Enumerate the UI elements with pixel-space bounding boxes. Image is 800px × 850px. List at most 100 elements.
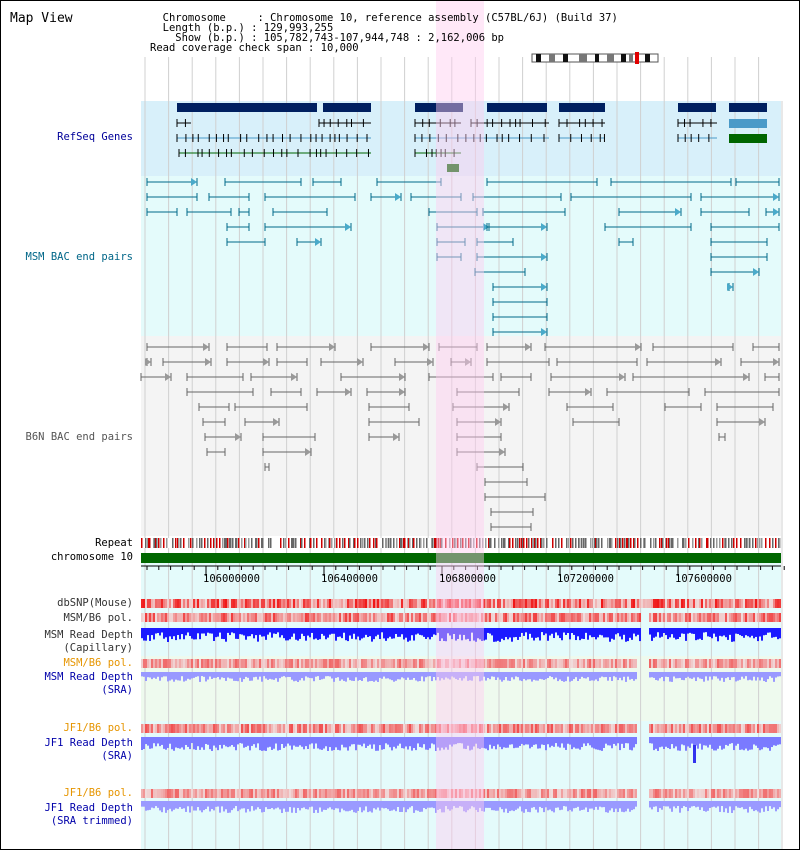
read-depth-bar: [335, 672, 337, 678]
variant-density-mark: [521, 789, 523, 798]
variant-density-mark: [443, 724, 445, 733]
read-depth-bar: [485, 672, 487, 681]
msm-bac-end-pairs-label[interactable]: MSM BAC end pairs: [25, 251, 133, 263]
read-depth-bar: [215, 672, 217, 678]
read-depth-bar: [701, 801, 703, 808]
read-depth-bar: [153, 628, 155, 640]
read-depth-bar: [729, 672, 731, 680]
read-depth-bar: [141, 737, 143, 750]
read-depth-bar: [611, 801, 613, 809]
read-depth-bar: [185, 628, 187, 636]
b6n-bac-end-pairs-label[interactable]: B6N BAC end pairs: [25, 431, 133, 443]
bac-arrow: [165, 373, 171, 381]
variant-density-mark: [435, 724, 437, 733]
variant-density-mark: [355, 659, 357, 668]
repeat-mark: [222, 538, 224, 548]
read-depth-bar: [223, 737, 225, 745]
repeat-mark: [163, 538, 165, 548]
variant-density-mark: [205, 789, 207, 798]
read-depth-bar: [735, 672, 737, 682]
variant-density-mark: [217, 599, 219, 608]
repeat-mark: [490, 538, 492, 548]
read-depth-bar: [493, 737, 495, 747]
read-depth-bar: [231, 672, 233, 679]
variant-density-mark: [555, 724, 557, 733]
repeat-mark: [382, 538, 384, 548]
read-depth-bar: [277, 801, 279, 808]
variant-density-mark: [313, 599, 315, 608]
variant-density-mark: [685, 599, 687, 608]
variant-density-mark: [171, 599, 173, 608]
variant-density-mark: [263, 599, 265, 608]
read-depth-bar: [383, 672, 385, 677]
variant-density-mark: [573, 724, 575, 733]
variant-density-mark: [207, 659, 209, 668]
variant-density-mark: [703, 789, 705, 798]
read-depth-bar: [407, 737, 409, 750]
variant-density-mark: [303, 789, 305, 798]
variant-density-mark: [599, 724, 601, 733]
variant-density-mark: [285, 724, 287, 733]
variant-density-mark: [323, 599, 325, 608]
read-depth-bar: [611, 628, 613, 639]
read-depth-bar: [443, 628, 445, 641]
variant-density-mark: [411, 613, 413, 622]
variant-density-mark: [439, 724, 441, 733]
read-depth-bar: [197, 672, 199, 677]
read-depth-bar: [315, 672, 317, 677]
repeat-mark: [313, 538, 315, 548]
ideogram-band: [607, 54, 614, 62]
variant-density-mark: [325, 789, 327, 798]
variant-density-mark: [609, 724, 611, 733]
read-depth-bar: [651, 737, 653, 744]
read-depth-bar: [477, 737, 479, 749]
read-depth-bar: [183, 737, 185, 750]
variant-density-mark: [275, 613, 277, 622]
variant-density-mark: [271, 613, 273, 622]
read-depth-bar: [425, 672, 427, 678]
read-depth-bar: [649, 801, 651, 808]
variant-density-mark: [313, 789, 315, 798]
read-depth-bar: [219, 737, 221, 745]
variant-density-mark: [597, 724, 599, 733]
read-depth-bar: [617, 628, 619, 634]
variant-density-mark: [665, 613, 667, 622]
read-depth-bar: [377, 737, 379, 751]
read-depth-bar: [453, 801, 455, 807]
read-depth-bar: [461, 801, 463, 807]
read-depth-bar: [771, 628, 773, 638]
variant-density-mark: [629, 789, 631, 798]
read-depth-bar: [471, 737, 473, 750]
variant-density-mark: [527, 659, 529, 668]
repeat-mark: [270, 538, 272, 548]
refseq-genes-label[interactable]: RefSeq Genes: [57, 131, 133, 143]
read-depth-bar: [663, 628, 665, 634]
variant-density-mark: [255, 789, 257, 798]
variant-density-mark: [447, 659, 449, 668]
read-depth-bar: [493, 628, 495, 642]
variant-density-mark: [377, 613, 379, 622]
variant-density-mark: [275, 599, 277, 608]
read-depth-bar: [667, 672, 669, 678]
read-depth-bar: [147, 628, 149, 636]
read-depth-bar: [481, 628, 483, 641]
variant-density-mark: [595, 599, 597, 608]
read-depth-bar: [147, 672, 149, 678]
read-depth-bar: [521, 628, 523, 633]
variant-density-mark: [717, 789, 719, 798]
read-depth-bar: [235, 672, 237, 681]
read-depth-bar: [269, 801, 271, 809]
variant-density-mark: [429, 789, 431, 798]
read-depth-bar: [773, 628, 775, 638]
read-depth-bar: [259, 628, 261, 635]
variant-density-mark: [307, 613, 309, 622]
read-depth-bar: [635, 672, 637, 680]
variant-density-mark: [149, 613, 151, 622]
read-depth-bar: [269, 672, 271, 679]
read-depth-bar: [497, 672, 499, 678]
variant-density-mark: [253, 659, 255, 668]
read-depth-bar: [149, 737, 151, 749]
read-depth-bar: [619, 801, 621, 809]
variant-density-mark: [153, 789, 155, 798]
